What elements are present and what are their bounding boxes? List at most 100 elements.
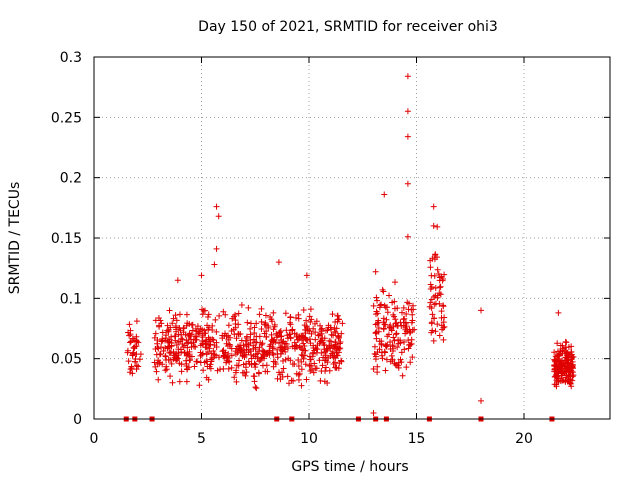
x-tick-label: 5: [197, 431, 206, 447]
data-point: [565, 372, 572, 379]
data-point: [569, 373, 576, 380]
data-point: [370, 365, 377, 372]
data-point: [127, 366, 134, 373]
data-point: [238, 337, 245, 344]
data-point: [152, 363, 159, 370]
data-point: [552, 358, 559, 365]
y-tick-label: 0.1: [60, 291, 82, 307]
data-point: [276, 329, 283, 336]
data-point: [210, 337, 217, 344]
data-point: [256, 333, 263, 340]
data-point: [188, 343, 195, 350]
data-point: [303, 376, 310, 383]
data-point: [335, 349, 342, 356]
data-point: [199, 350, 206, 357]
data-point: [158, 320, 165, 327]
data-point: [437, 291, 444, 298]
data-point: [209, 355, 216, 361]
data-point: [388, 352, 395, 359]
data-point: [399, 309, 406, 316]
data-point: [293, 333, 300, 340]
data-point: [289, 343, 296, 350]
data-point: [269, 344, 276, 351]
data-point: [432, 328, 439, 335]
data-point: [372, 330, 379, 337]
data-point: [553, 383, 560, 390]
data-point: [277, 376, 284, 383]
data-point: [300, 340, 307, 347]
data-point: [307, 367, 314, 374]
data-point: [289, 327, 296, 334]
data-point: [175, 339, 182, 346]
data-point: [250, 342, 257, 349]
data-point: [233, 378, 240, 385]
data-point: [253, 320, 260, 327]
data-point: [262, 312, 269, 319]
data-point: [324, 359, 331, 366]
data-point: [562, 365, 569, 372]
data-point: [236, 357, 243, 364]
data-point: [552, 353, 559, 360]
data-point: [126, 321, 133, 328]
data-point: [392, 279, 399, 286]
data-points: [123, 73, 577, 422]
data-point: [376, 304, 383, 311]
data-point: [247, 331, 254, 338]
data-point: [391, 298, 398, 305]
data-point: [250, 373, 257, 380]
data-point: [179, 336, 186, 343]
data-point: [269, 318, 276, 325]
data-point: [293, 370, 300, 377]
data-point: [300, 306, 307, 313]
data-point: [133, 351, 140, 358]
data-point: [272, 339, 279, 346]
data-point: [321, 378, 328, 385]
data-point: [151, 359, 158, 366]
data-point: [320, 339, 327, 346]
data-point: [234, 349, 241, 356]
data-point: [563, 339, 570, 346]
data-point: [164, 322, 171, 329]
data-point: [200, 367, 207, 374]
data-point: [399, 372, 406, 379]
data-point: [232, 369, 239, 376]
data-point: [372, 268, 379, 275]
data-point: [153, 351, 160, 358]
data-point: [253, 351, 260, 358]
data-point: [225, 365, 232, 372]
data-point: [302, 347, 309, 354]
data-point: [238, 301, 245, 308]
data-point: [192, 333, 199, 340]
data-point: [284, 345, 291, 352]
data-point: [373, 294, 380, 301]
data-point: [372, 351, 379, 358]
data-point: [383, 316, 390, 323]
data-point: [213, 245, 220, 252]
data-point: [245, 304, 252, 311]
data-point: [334, 312, 341, 319]
data-point: [390, 334, 397, 341]
data-point: [289, 361, 296, 368]
data-point: [404, 133, 411, 140]
data-point: [385, 331, 392, 338]
data-point: [401, 315, 408, 322]
data-point: [211, 342, 218, 349]
data-point: [195, 328, 202, 335]
data-point: [302, 361, 309, 368]
data-point: [131, 337, 138, 344]
data-point: [373, 335, 380, 342]
data-point: [252, 361, 259, 368]
data-point: [434, 223, 441, 230]
data-point: [427, 299, 434, 306]
data-point: [430, 222, 437, 229]
data-point: [274, 354, 281, 361]
data-point: [304, 327, 311, 334]
data-point: [316, 357, 323, 364]
data-point: [408, 336, 415, 343]
data-point: [214, 367, 221, 374]
data-point: [387, 358, 394, 365]
data-point: [370, 409, 377, 416]
data-point: [436, 284, 443, 291]
data-point: [166, 339, 173, 346]
data-point: [206, 324, 213, 331]
